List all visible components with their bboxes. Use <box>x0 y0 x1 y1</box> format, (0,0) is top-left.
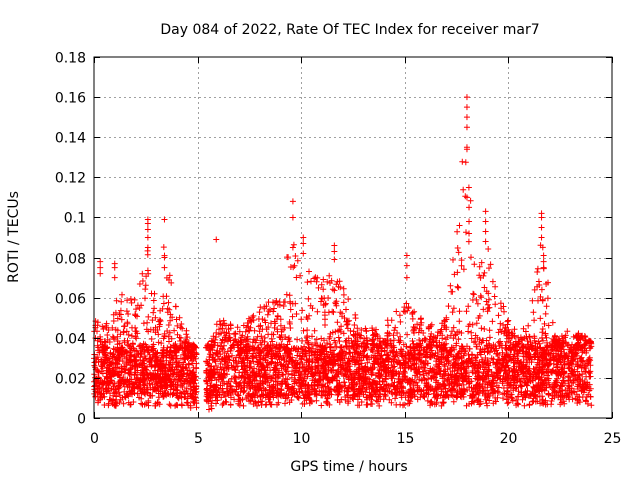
data-point <box>289 214 296 221</box>
data-point <box>144 234 151 241</box>
plot-frame <box>93 56 613 419</box>
data-point <box>538 210 545 217</box>
data-point <box>300 234 307 241</box>
data-point <box>540 252 547 259</box>
y-tick-label: 0.1 <box>64 211 86 227</box>
data-point <box>463 194 470 201</box>
axis-ticks: 0 0.02 0.04 0.06 0.08 0.1 0.12 0.14 0.16 0.18 0 5 10… <box>55 51 622 448</box>
y-tick-label: 0.12 <box>55 171 86 187</box>
x-tick-label: 25 <box>604 431 622 447</box>
data-point <box>97 264 104 271</box>
x-tick-label: 10 <box>293 431 311 447</box>
data-point <box>161 264 168 271</box>
data-point <box>540 264 547 271</box>
data-point <box>463 124 470 131</box>
data-point <box>538 224 545 231</box>
data-point <box>540 258 547 265</box>
data-point <box>161 254 168 261</box>
data-point <box>403 262 410 269</box>
data-point <box>482 238 489 245</box>
data-point <box>144 226 151 233</box>
data-point <box>482 228 489 235</box>
data-point <box>463 114 470 121</box>
data-point <box>482 208 489 215</box>
chart-title: Day 084 of 2022, Rate Of TEC Index for r… <box>160 22 539 38</box>
data-point <box>463 94 470 101</box>
data-point <box>466 218 473 225</box>
y-tick-label: 0.06 <box>55 292 86 308</box>
data-point <box>403 274 410 281</box>
x-axis-label: GPS time / hours <box>290 459 407 475</box>
data-point <box>331 242 338 249</box>
data-point <box>161 216 168 223</box>
data-point <box>482 218 489 225</box>
data-point <box>111 260 118 267</box>
y-tick-label: 0.14 <box>55 131 86 147</box>
data-point <box>466 204 473 211</box>
data-point <box>538 234 545 241</box>
data-point <box>331 256 338 263</box>
data-point <box>300 250 307 257</box>
y-tick-label: 0.08 <box>55 252 86 268</box>
x-tick-label: 20 <box>500 431 518 447</box>
data-point <box>289 198 296 205</box>
data-point <box>463 104 470 111</box>
y-axis-label: ROTI / TECUs <box>6 191 22 283</box>
data-point <box>466 230 473 237</box>
x-tick-label: 0 <box>90 431 99 447</box>
data-point <box>331 248 338 255</box>
data-point <box>463 144 470 151</box>
data-point <box>403 252 410 259</box>
data-point <box>144 244 151 251</box>
data-point <box>289 244 296 251</box>
y-tick-label: 0.18 <box>55 51 86 67</box>
y-tick-label: 0.16 <box>55 91 86 107</box>
data-points <box>91 94 595 413</box>
y-tick-label: 0 <box>77 412 86 428</box>
x-tick-label: 5 <box>194 431 203 447</box>
data-point <box>111 274 118 281</box>
y-tick-label: 0.02 <box>55 372 86 388</box>
x-tick-label: 15 <box>397 431 415 447</box>
y-tick-label: 0.04 <box>55 332 86 348</box>
data-point <box>144 216 151 223</box>
data-point <box>213 236 220 243</box>
data-point-cloud <box>91 158 595 413</box>
data-point <box>300 240 307 247</box>
data-point <box>97 258 104 265</box>
data-point <box>97 270 104 277</box>
